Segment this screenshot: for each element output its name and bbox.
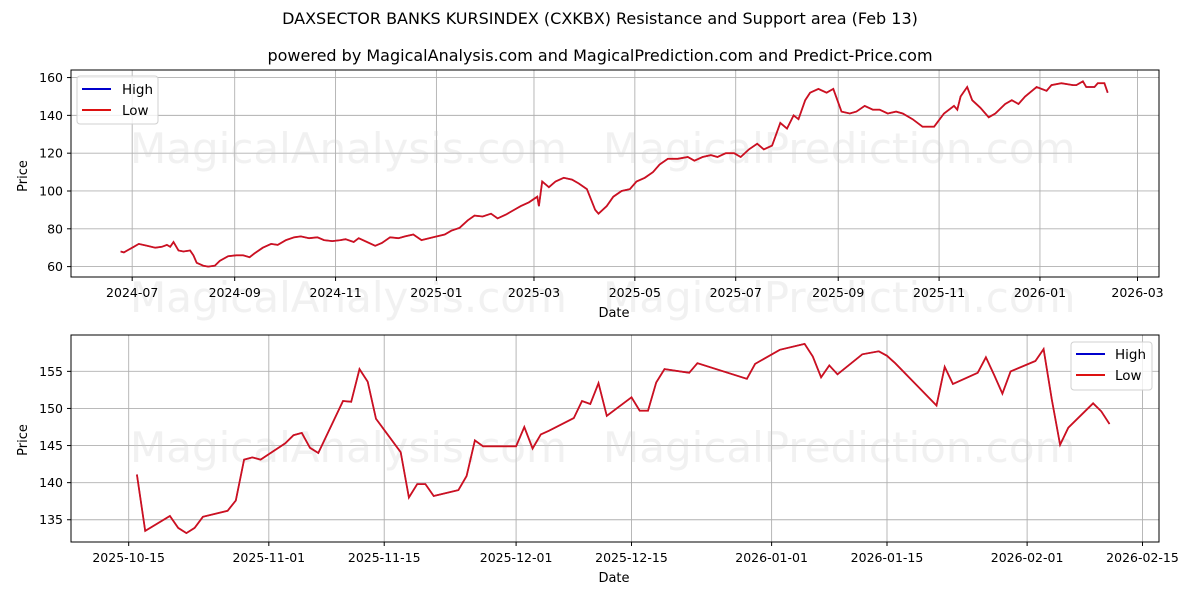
x-tick-label: 2024-07 <box>106 285 158 300</box>
x-tick-label: 2025-01 <box>410 285 462 300</box>
bottom-y-axis-label: Price <box>16 424 31 456</box>
bottom-plot-frame <box>70 334 1160 543</box>
x-tick-label: 2025-12-15 <box>595 550 668 565</box>
x-tick-label: 2025-11-15 <box>348 550 421 565</box>
low-line <box>136 342 1111 535</box>
top-plot: MagicalAnalysis.com MagicalPrediction.co… <box>16 69 1164 322</box>
x-tick-label: 2024-11 <box>309 285 361 300</box>
watermark-prediction: MagicalPrediction.com <box>603 124 1076 173</box>
legend-low-label: Low <box>122 103 149 119</box>
top-x-ticks: 2024-07 2024-09 2024-11 2025-01 2025-03 2025-… <box>106 277 1164 300</box>
x-tick-label: 2025-07 <box>710 285 762 300</box>
y-tick-label: 60 <box>47 259 63 274</box>
top-legend: High Low <box>76 75 159 125</box>
y-tick-label: 80 <box>47 221 63 236</box>
chart-subtitle: powered by MagicalAnalysis.com and Magic… <box>267 46 933 65</box>
chart-title: DAXSECTOR BANKS KURSINDEX (CXKBX) Resist… <box>282 9 918 28</box>
x-tick-label: 2024-09 <box>209 285 261 300</box>
watermark-analysis-bottom: MagicalAnalysis.com <box>130 423 567 472</box>
top-plot-area <box>71 70 1159 277</box>
y-tick-label: 160 <box>39 70 63 85</box>
x-tick-label: 2025-11 <box>913 285 965 300</box>
x-tick-label: 2026-01-01 <box>735 550 808 565</box>
bottom-x-axis-label: Date <box>598 571 629 586</box>
x-tick-label: 2025-12-01 <box>480 550 553 565</box>
x-tick-label: 2026-02-01 <box>991 550 1064 565</box>
y-tick-label: 140 <box>39 108 63 123</box>
y-tick-label: 155 <box>39 364 63 379</box>
bottom-x-ticks: 2025-10-15 2025-11-01 2025-11-15 2025-12-01… <box>92 542 1179 565</box>
y-tick-label: 120 <box>39 146 63 161</box>
watermark-analysis: MagicalAnalysis.com <box>130 124 567 173</box>
y-tick-label: 135 <box>39 512 63 527</box>
top-y-ticks: 60 80 100 120 140 160 <box>39 70 71 274</box>
x-tick-label: 2025-03 <box>508 285 560 300</box>
x-tick-label: 2026-03 <box>1111 285 1163 300</box>
y-tick-label: 145 <box>39 438 63 453</box>
x-tick-label: 2025-11-01 <box>232 550 305 565</box>
y-tick-label: 100 <box>39 183 63 198</box>
watermark-prediction-lower: MagicalPrediction.com <box>603 273 1076 322</box>
x-tick-label: 2026-02-15 <box>1106 550 1179 565</box>
x-tick-label: 2025-05 <box>609 285 661 300</box>
top-grid <box>71 70 1159 277</box>
legend-high-label: High <box>1115 347 1146 363</box>
y-tick-label: 140 <box>39 475 63 490</box>
y-tick-label: 150 <box>39 401 63 416</box>
legend-high-label: High <box>122 82 153 98</box>
watermark-analysis-lower: MagicalAnalysis.com <box>130 273 567 322</box>
watermark-prediction-bottom: MagicalPrediction.com <box>603 423 1076 472</box>
top-y-axis-label: Price <box>16 160 31 192</box>
top-x-axis-label: Date <box>598 306 629 321</box>
bottom-plot: MagicalAnalysis.com MagicalPrediction.co… <box>16 334 1179 586</box>
bottom-y-ticks: 135 140 145 150 155 <box>39 364 71 527</box>
bottom-legend: High Low <box>1070 341 1153 391</box>
low-line <box>120 80 1109 268</box>
x-tick-label: 2025-10-15 <box>92 550 165 565</box>
x-tick-label: 2026-01-15 <box>851 550 924 565</box>
x-tick-label: 2026-01 <box>1014 285 1066 300</box>
top-plot-frame <box>70 69 1160 278</box>
legend-low-label: Low <box>1115 368 1142 384</box>
x-tick-label: 2025-09 <box>812 285 864 300</box>
